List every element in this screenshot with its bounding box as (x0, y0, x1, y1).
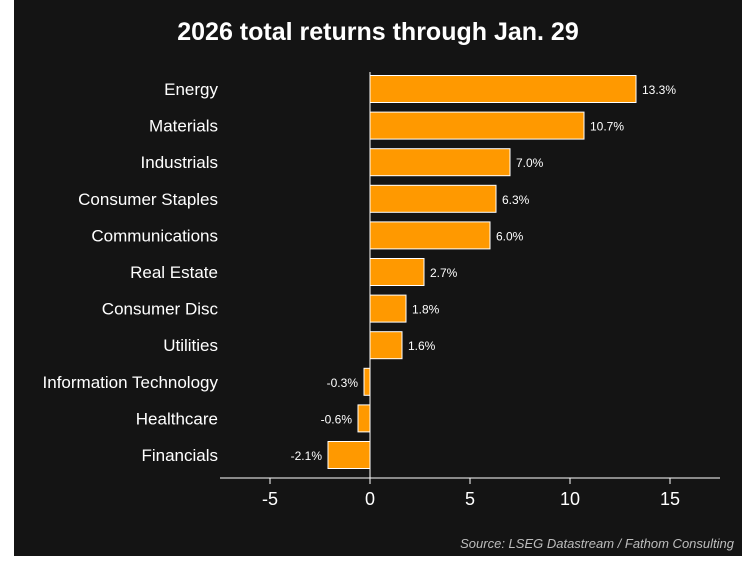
x-tick-label: -5 (262, 489, 278, 509)
bar (369, 75, 637, 103)
data-label: 6.3% (502, 193, 530, 207)
category-label: Healthcare (136, 409, 218, 428)
data-label: 10.7% (590, 120, 624, 134)
data-label: 6.0% (496, 229, 524, 243)
bar (369, 258, 425, 286)
x-tick-label: 0 (365, 489, 375, 509)
bar (369, 294, 407, 323)
category-label: Consumer Staples (78, 190, 218, 209)
bar (363, 367, 371, 396)
data-label: -0.6% (321, 412, 353, 426)
bar (369, 221, 491, 250)
chart-frame: 2026 total returns through Jan. 29 Energ… (14, 0, 742, 556)
category-label: Communications (91, 226, 218, 245)
data-label: -2.1% (291, 449, 323, 463)
category-label: Real Estate (130, 263, 218, 282)
source-note: Source: LSEG Datastream / Fathom Consult… (460, 536, 734, 551)
x-tick-label: 15 (660, 489, 680, 509)
bar (369, 331, 403, 360)
category-label: Industrials (141, 153, 218, 172)
category-label: Financials (141, 446, 218, 465)
x-tick-label: 5 (465, 489, 475, 509)
x-tick-label: 10 (560, 489, 580, 509)
bar (327, 441, 371, 469)
bar (369, 148, 511, 177)
chart-plot: Energy 13.3% Materials 10.7% Industrials 7.0%… (43, 72, 720, 509)
data-label: 13.3% (642, 83, 676, 97)
bar (369, 184, 497, 213)
data-label: 1.6% (408, 339, 436, 353)
data-label: 2.7% (430, 266, 458, 280)
category-label: Materials (149, 117, 218, 136)
data-label: -0.3% (327, 376, 359, 390)
bar (369, 111, 585, 140)
category-label: Utilities (163, 336, 218, 355)
bar (357, 404, 371, 433)
category-label: Energy (164, 80, 218, 99)
data-label: 7.0% (516, 156, 544, 170)
category-label: Consumer Disc (102, 300, 219, 319)
category-label: Information Technology (43, 373, 219, 392)
data-label: 1.8% (412, 303, 440, 317)
chart-title: 2026 total returns through Jan. 29 (177, 18, 579, 46)
